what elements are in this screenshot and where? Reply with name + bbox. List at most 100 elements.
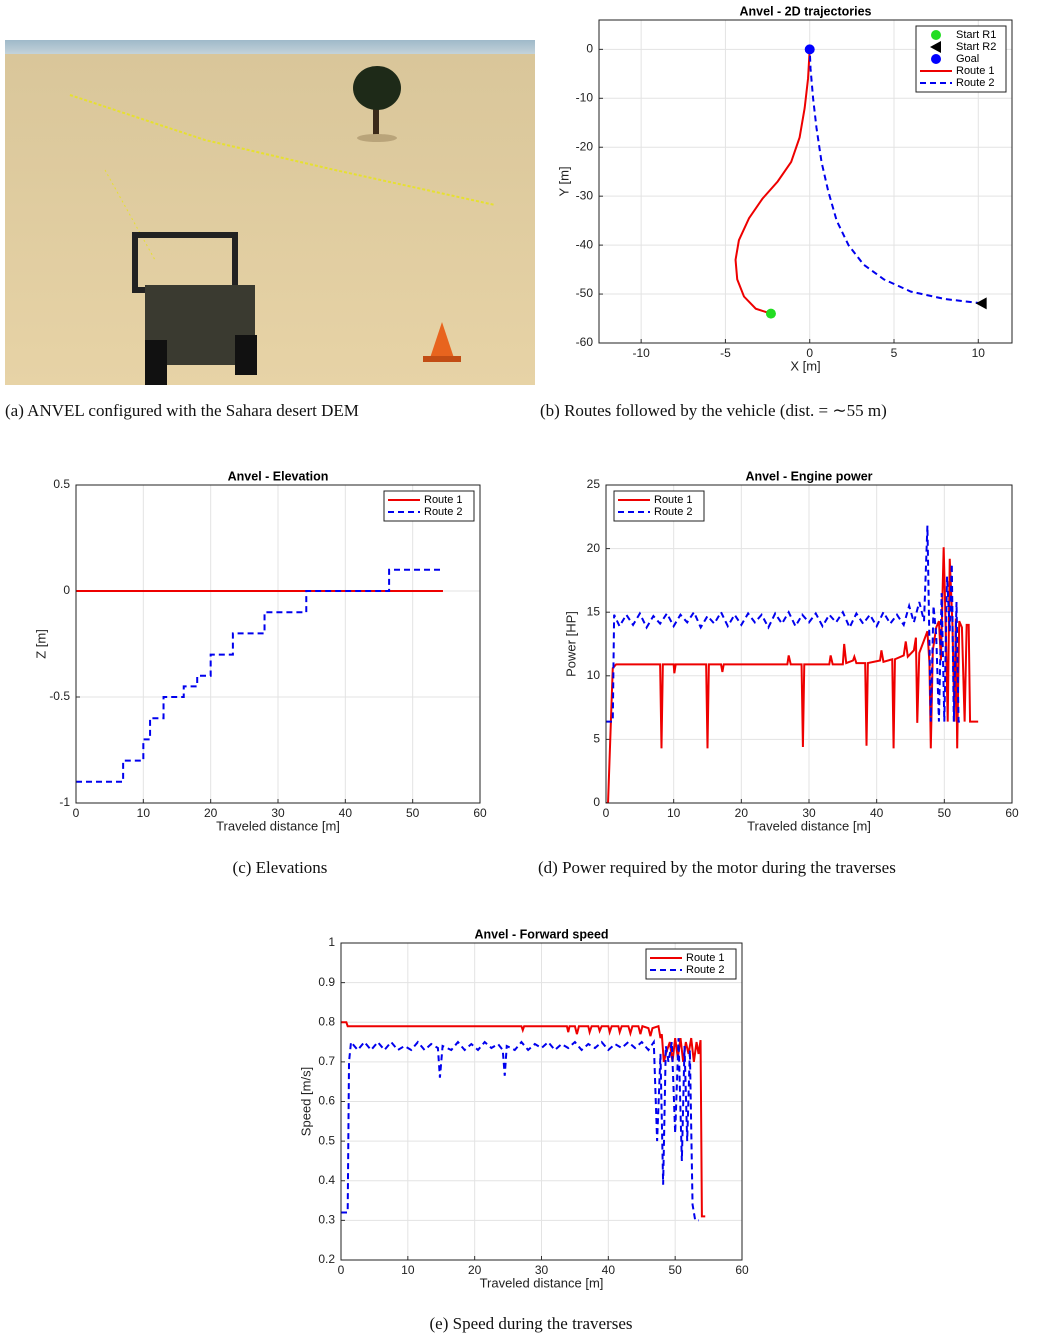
x-tick-label: -5: [720, 346, 731, 360]
y-tick-label: -1: [59, 795, 70, 809]
y-axis-label: Z [m]: [33, 629, 48, 659]
cone-base: [423, 356, 461, 362]
x-tick-label: 60: [735, 1263, 749, 1277]
x-axis-label: Traveled distance [m]: [747, 818, 871, 833]
line-series: [341, 1038, 699, 1222]
x-tick-label: -10: [632, 346, 650, 360]
y-tick-label: -50: [576, 286, 594, 300]
wheel: [145, 340, 167, 385]
y-axis-label: Speed [m/s]: [298, 1067, 313, 1136]
marker: [804, 44, 815, 55]
x-tick-label: 50: [406, 806, 420, 820]
legend-label: Route 2: [654, 506, 693, 518]
caption: (d) Power required by the motor during t…: [538, 858, 896, 877]
y-tick-label: -30: [576, 188, 594, 202]
marker: [930, 41, 941, 53]
axes-box: [605, 484, 1013, 804]
y-tick-label: -60: [576, 335, 594, 349]
marker: [765, 308, 776, 319]
x-tick-label: 10: [401, 1263, 415, 1277]
legend-label: Route 1: [654, 494, 693, 506]
y-tick-label: -20: [576, 139, 594, 153]
axes-box: [75, 484, 481, 804]
y-tick-label: 0.9: [318, 975, 335, 989]
y-tick-label: 0.8: [318, 1014, 335, 1028]
y-tick-label: 0.6: [318, 1094, 335, 1108]
y-tick-label: 0.3: [318, 1213, 335, 1227]
y-tick-label: -10: [576, 90, 594, 104]
chart-title: Anvel - Engine power: [745, 469, 872, 483]
y-tick-label: 0.2: [318, 1252, 335, 1266]
line-series: [734, 49, 811, 315]
x-tick-label: 20: [735, 806, 749, 820]
sky: [5, 40, 535, 56]
x-tick-label: 0: [806, 346, 813, 360]
x-tick-label: 50: [938, 806, 952, 820]
legend-label: Start R2: [956, 41, 996, 53]
line-series: [606, 525, 961, 723]
y-tick-label: 0.4: [318, 1173, 335, 1187]
x-tick-label: 60: [473, 806, 487, 820]
x-axis-label: Traveled distance [m]: [480, 1275, 604, 1290]
legend-label: Route 2: [424, 506, 463, 518]
x-tick-label: 30: [802, 806, 816, 820]
y-tick-label: 15: [587, 604, 601, 618]
marker: [975, 297, 987, 310]
x-tick-label: 40: [870, 806, 884, 820]
x-axis-label: X [m]: [790, 358, 820, 373]
tree-trunk: [373, 95, 379, 135]
caption: (c) Elevations: [232, 858, 328, 877]
y-tick-label: 0: [586, 42, 593, 56]
y-tick-label: 5: [593, 732, 600, 746]
traffic-cone: [430, 322, 454, 358]
y-tick-label: 1: [328, 935, 335, 949]
legend-label: Start R1: [956, 29, 996, 41]
axes-box: [598, 19, 1013, 344]
legend-label: Route 2: [686, 964, 725, 976]
x-tick-label: 10: [137, 806, 151, 820]
x-tick-label: 30: [271, 806, 285, 820]
tree-crown: [353, 66, 401, 110]
y-tick-label: 0: [593, 795, 600, 809]
x-tick-label: 0: [338, 1263, 345, 1277]
wheel: [235, 335, 257, 375]
x-tick-label: 40: [339, 806, 353, 820]
simulator-screenshot: [5, 40, 535, 385]
chart-title: Anvel - Elevation: [228, 469, 329, 483]
x-tick-label: 40: [602, 1263, 616, 1277]
x-tick-label: 5: [891, 346, 898, 360]
line-series: [76, 568, 443, 783]
y-tick-label: 0.5: [53, 477, 70, 491]
legend-label: Route 1: [686, 952, 725, 964]
x-tick-label: 30: [535, 1263, 549, 1277]
x-tick-label: 60: [1005, 806, 1019, 820]
axes-box: [340, 942, 743, 1261]
y-tick-label: -0.5: [49, 689, 70, 703]
x-tick-label: 20: [204, 806, 218, 820]
x-axis-label: Traveled distance [m]: [216, 818, 340, 833]
sand: [5, 54, 535, 385]
legend-box: [383, 490, 475, 522]
line-series: [808, 49, 982, 305]
y-tick-label: 10: [587, 668, 601, 682]
legend-box: [613, 490, 705, 522]
caption: (e) Speed during the traverses: [429, 1314, 633, 1333]
marker: [931, 54, 941, 64]
path-marker: [104, 169, 156, 261]
y-tick-label: 0.5: [318, 1133, 335, 1147]
legend-label: Route 2: [956, 77, 995, 89]
y-tick-label: 0.7: [318, 1054, 335, 1068]
x-tick-label: 50: [668, 1263, 682, 1277]
legend-label: Route 1: [424, 494, 463, 506]
x-tick-label: 10: [667, 806, 681, 820]
caption: (b) Routes followed by the vehicle (dist…: [540, 401, 887, 420]
caption: (a) ANVEL configured with the Sahara des…: [5, 401, 359, 420]
y-tick-label: 0: [63, 583, 70, 597]
legend-label: Goal: [956, 53, 979, 65]
y-axis-label: Power [HP]: [563, 611, 578, 677]
legend-label: Route 1: [956, 65, 995, 77]
tree-shadow: [357, 134, 397, 142]
chart-title: Anvel - Forward speed: [474, 927, 608, 941]
